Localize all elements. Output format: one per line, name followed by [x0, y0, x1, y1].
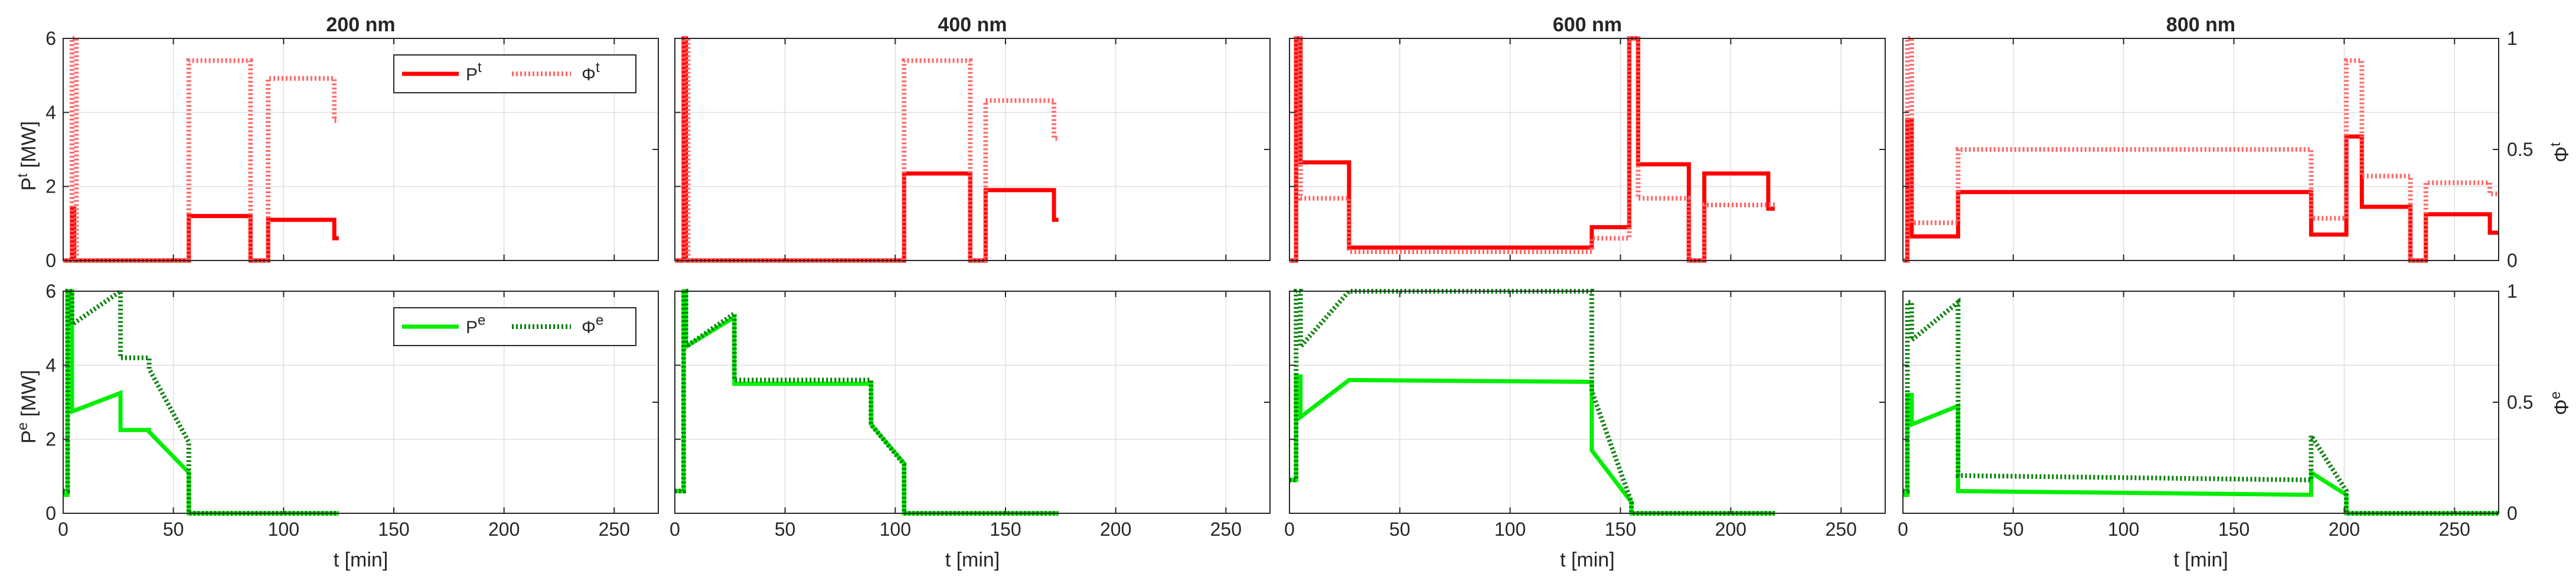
- x-tick-label: 50: [1389, 519, 1411, 540]
- x-tick-label: 150: [990, 519, 1021, 540]
- y-tick-label: 4: [45, 102, 56, 123]
- plot-area: [675, 291, 1270, 513]
- y2-tick-label: 0: [2507, 250, 2518, 271]
- plot-area: [1289, 38, 1885, 260]
- x-tick-label: 0: [58, 519, 68, 540]
- legend-label-power: Pe: [466, 312, 485, 337]
- x-tick-label: 250: [599, 519, 630, 540]
- x-axis-label: t [min]: [945, 549, 1000, 571]
- y2-axis-label-electric: Φe: [2548, 392, 2573, 416]
- y2-tick-label: 0.5: [2507, 139, 2533, 160]
- x-tick-label: 250: [1826, 519, 1857, 540]
- x-tick-label: 100: [2108, 519, 2139, 540]
- x-tick-label: 50: [2003, 519, 2024, 540]
- plot-area: [675, 38, 1270, 260]
- series-line-Φe: [1903, 297, 2499, 516]
- legend-label-power: Pt: [466, 60, 482, 84]
- y2-tick-label: 1: [2507, 281, 2518, 302]
- y2-tick-label: 0.5: [2507, 392, 2533, 413]
- x-axis-label: t [min]: [334, 549, 388, 571]
- legend-label-fraction: Φe: [582, 312, 603, 337]
- y-tick-label: 2: [45, 176, 56, 197]
- panel-electric-2: 0 50 100 150 200 250 t [min]: [670, 289, 1271, 571]
- panel-thermal-3: 600 nm: [1289, 14, 1886, 263]
- panel-electric-4: 0 50 100 150 200 250 0 0.5 1 t [min]: [1898, 281, 2533, 571]
- x-tick-label: 100: [268, 519, 299, 540]
- legend-thermal: Pt Φt: [393, 54, 636, 93]
- y2-axis-label-thermal: Φt: [2548, 142, 2573, 162]
- panel-title: 600 nm: [1553, 14, 1622, 36]
- x-tick-label: 50: [775, 519, 796, 540]
- panel-electric-3: 0 50 100 150 200 250 t [min]: [1284, 289, 1886, 571]
- panel-thermal-4: 0 0.5 1 800 nm: [1902, 14, 2533, 271]
- x-tick-label: 150: [1605, 519, 1636, 540]
- panel-thermal-2: 400 nm: [674, 14, 1271, 263]
- legend-label-fraction: Φt: [582, 60, 600, 84]
- x-tick-label: 250: [2439, 519, 2470, 540]
- x-tick-label: 200: [1100, 519, 1131, 540]
- x-tick-label: 50: [163, 519, 184, 540]
- x-tick-label: 150: [2218, 519, 2249, 540]
- x-tick-label: 0: [1284, 519, 1295, 540]
- x-axis-label: t [min]: [1560, 549, 1615, 571]
- y-tick-label: 2: [45, 429, 56, 450]
- y2-tick-label: 1: [2507, 28, 2518, 49]
- x-tick-label: 200: [1715, 519, 1746, 540]
- x-tick-label: 200: [2329, 519, 2360, 540]
- y-axis-label-thermal: Pt [MW]: [15, 121, 40, 191]
- y-tick-label: 6: [45, 28, 56, 49]
- panel-title: 800 nm: [2166, 14, 2235, 36]
- x-axis-label: t [min]: [2173, 549, 2228, 571]
- panel-thermal-1: 0 2 4 6 200 nm: [45, 14, 659, 271]
- panel-electric-1: 0 50 100 150 200 250 0 2 4 6 t [min]: [45, 281, 659, 571]
- series-line-Φt: [1903, 36, 2499, 263]
- x-tick-label: 200: [488, 519, 520, 540]
- x-tick-label: 150: [378, 519, 409, 540]
- x-tick-label: 0: [1898, 519, 1908, 540]
- panel-title: 200 nm: [326, 14, 395, 36]
- y-tick-label: 0: [45, 503, 56, 524]
- y-axis-label-electric: Pe [MW]: [15, 370, 40, 444]
- x-tick-label: 100: [1494, 519, 1526, 540]
- x-tick-label: 0: [670, 519, 680, 540]
- y-tick-label: 0: [45, 250, 56, 271]
- y-tick-label: 4: [45, 354, 56, 376]
- series-line-Pt: [63, 206, 339, 263]
- y2-tick-label: 0: [2507, 503, 2518, 524]
- x-tick-label: 100: [880, 519, 911, 540]
- series-line-Φe: [63, 286, 339, 516]
- x-tick-label: 250: [1210, 519, 1242, 540]
- legend-electric: Pe Φe: [393, 307, 636, 346]
- series-line-Φe: [1289, 289, 1775, 516]
- series-line-Φe: [675, 289, 1059, 516]
- panel-title: 400 nm: [938, 14, 1007, 36]
- plot-area: [1289, 291, 1885, 513]
- y-tick-label: 6: [45, 281, 56, 302]
